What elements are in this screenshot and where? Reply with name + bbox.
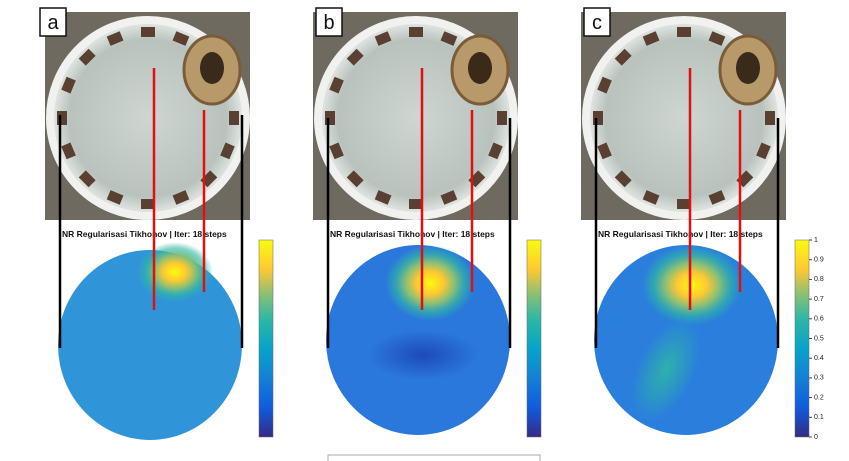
low-region	[368, 330, 478, 380]
colorbar	[259, 240, 273, 437]
panel: b NR Regularisasi Tikhonov | Iter: 18 ste…	[313, 8, 541, 437]
panel-label: b	[323, 12, 334, 34]
electrode	[325, 111, 335, 125]
caption-box	[328, 455, 540, 461]
colorbar-tick-label: 0.2	[814, 394, 824, 401]
colorbar-tick-label: 0.3	[814, 375, 824, 382]
reconstruction-title: NR Regularisasi Tikhonov | Iter: 18 step…	[330, 229, 495, 239]
panel: a NR Regularisasi Tikhonov | Iter: 18 ste…	[40, 8, 273, 440]
colorbar	[795, 240, 809, 437]
electrode	[677, 27, 691, 37]
electrode	[409, 27, 423, 37]
electrode	[141, 27, 155, 37]
colorbar-tick-label: 0.7	[814, 296, 824, 303]
hotspot	[137, 242, 213, 302]
electrode	[593, 111, 603, 125]
hotspot	[642, 245, 742, 325]
colorbar-tick-label: 0.9	[814, 257, 824, 264]
panel-label: a	[47, 12, 59, 34]
colorbar-tick-label: 1	[814, 237, 818, 244]
colorbar-tick-label: 0.6	[814, 316, 824, 323]
electrode	[229, 111, 239, 125]
electrode	[57, 111, 67, 125]
colorbar-tick-label: 0.5	[814, 335, 824, 342]
reconstruction-title: NR Regularisasi Tikhonov | Iter: 18 step…	[62, 229, 227, 239]
object-hole	[736, 52, 760, 84]
electrode	[765, 111, 775, 125]
colorbar	[527, 240, 541, 437]
panel: c NR Regularisasi Tikhonov | Iter: 18 ste…	[581, 8, 824, 441]
reconstruction-title: NR Regularisasi Tikhonov | Iter: 18 step…	[598, 229, 763, 239]
figure: a NR Regularisasi Tikhonov | Iter: 18 ste…	[0, 0, 849, 461]
colorbar-tick-label: 0.4	[814, 355, 824, 362]
object-hole	[468, 52, 492, 84]
hotspot	[385, 245, 475, 321]
colorbar-tick-label: 0.8	[814, 276, 824, 283]
electrode	[497, 111, 507, 125]
object-hole	[200, 52, 224, 84]
colorbar-tick-label: 0.1	[814, 414, 824, 421]
colorbar-tick-label: 0	[814, 434, 818, 441]
panel-label: c	[592, 12, 602, 34]
